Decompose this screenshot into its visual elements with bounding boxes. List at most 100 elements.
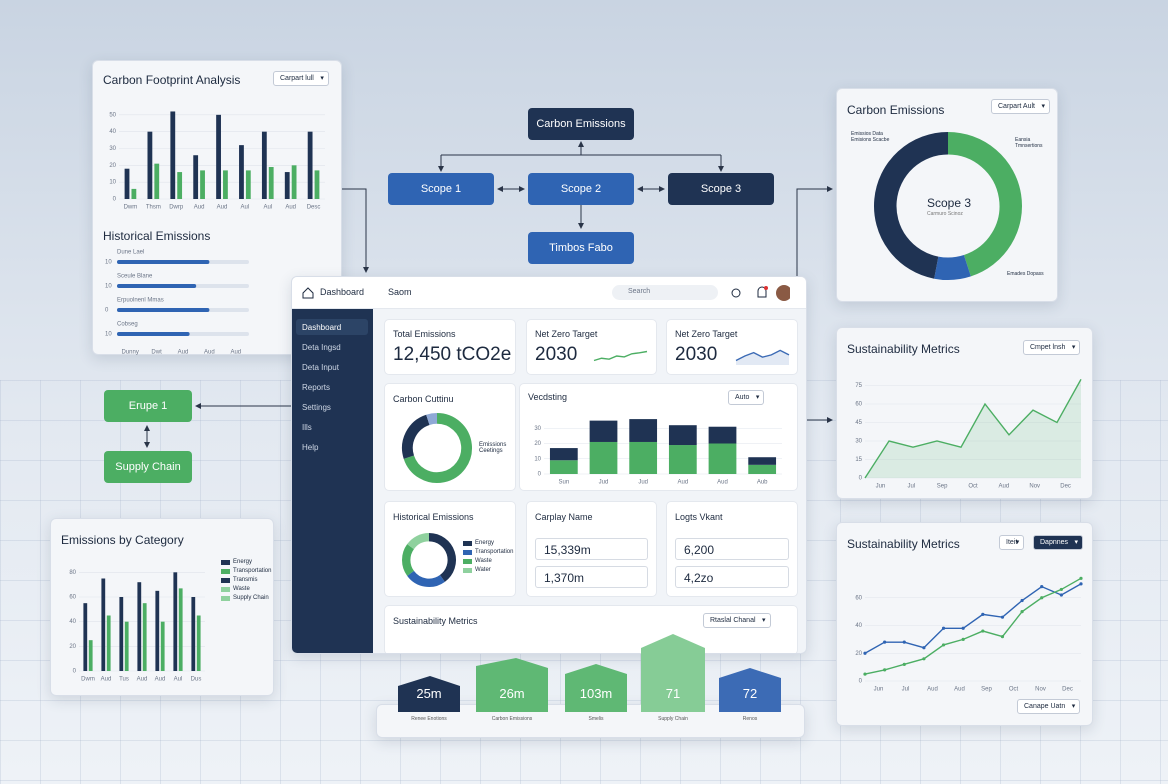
legend-swatch bbox=[463, 540, 472, 546]
nav-item[interactable]: Dashboard bbox=[302, 323, 342, 332]
nav-item[interactable]: Help bbox=[302, 443, 319, 452]
bar bbox=[117, 260, 210, 264]
legend-item: Waste bbox=[221, 586, 271, 592]
dropdown[interactable]: Rtaslal Chanal bbox=[703, 613, 771, 628]
card-title: Historical Emissions bbox=[393, 512, 474, 522]
tile-value: 72 bbox=[743, 686, 757, 701]
y-tick-label: 60 bbox=[855, 595, 862, 601]
legend-item: Transportation bbox=[463, 549, 513, 555]
bar bbox=[170, 111, 176, 199]
x-tick-label: Sep bbox=[937, 484, 948, 490]
search-box[interactable]: Search bbox=[612, 285, 718, 300]
y-tick-label: 75 bbox=[855, 383, 862, 389]
sidebar: Dashboard Deta Ingsd Deta Input Reports … bbox=[292, 309, 373, 653]
row-tick: 10 bbox=[105, 284, 112, 290]
button[interactable]: Iteit bbox=[999, 535, 1025, 550]
point bbox=[883, 640, 887, 644]
x-tick-label: Thsm bbox=[146, 205, 161, 211]
legend-swatch bbox=[463, 567, 472, 573]
y-tick-label: 45 bbox=[855, 420, 862, 426]
legend-swatch bbox=[221, 577, 230, 583]
legend: Emissions Ceetings bbox=[479, 442, 507, 454]
bar-chart: 0 20 40 60 80 Dwm Aud Tus Aud Aud Aul Dus bbox=[69, 570, 205, 683]
x-tick-label: Aud bbox=[178, 350, 189, 356]
x-tick-label: Dwm bbox=[81, 677, 95, 683]
dropdown[interactable]: Carpart lull bbox=[273, 71, 329, 86]
legend-item: Waste bbox=[463, 558, 513, 564]
home-icon bbox=[302, 287, 314, 299]
bar-segment bbox=[589, 441, 618, 474]
metrics-card: Sustainability Metrics Rtaslal Chanal bbox=[384, 605, 798, 653]
x-tick-label: Dus bbox=[191, 677, 202, 683]
dropdown[interactable]: Carpart Ault bbox=[991, 99, 1050, 114]
row-label: Cobseg bbox=[117, 322, 138, 328]
y-tick-label: 20 bbox=[69, 644, 76, 650]
tile-label: Supply Chain bbox=[658, 716, 688, 722]
donut-slice bbox=[403, 413, 472, 483]
x-tick-label: Aud bbox=[285, 205, 296, 211]
legend-swatch bbox=[463, 558, 472, 564]
dropdown[interactable]: Canape Uatn bbox=[1017, 699, 1081, 714]
hbar-chart: Dune Lael 10 Sceule Blane 10 Erpuolnenl Mmas… bbox=[105, 250, 249, 356]
nav-item[interactable]: Settings bbox=[302, 403, 331, 412]
x-tick-label: Aud bbox=[677, 480, 688, 486]
x-tick-label: Sep bbox=[981, 687, 992, 693]
y-tick-label: 0 bbox=[859, 476, 863, 482]
field[interactable]: 1,370m bbox=[535, 566, 648, 588]
field[interactable]: 4,2zo bbox=[675, 566, 789, 588]
bar bbox=[177, 172, 183, 199]
kpi-label: Net Zero Target bbox=[675, 329, 738, 339]
area-fill bbox=[865, 379, 1081, 478]
card-title: Vecdsting bbox=[528, 392, 568, 402]
dropdown[interactable]: Auto bbox=[728, 390, 765, 405]
bar-segment bbox=[549, 448, 578, 461]
point bbox=[941, 626, 946, 630]
field[interactable]: 15,339m bbox=[535, 538, 648, 560]
search-placeholder: Search bbox=[628, 288, 651, 295]
point bbox=[1000, 635, 1005, 639]
bar bbox=[106, 615, 111, 671]
x-tick-label: Jud bbox=[638, 480, 648, 486]
tile-label: Smelis bbox=[588, 716, 604, 722]
kpi-value: 2030 bbox=[675, 344, 718, 365]
arrows bbox=[144, 141, 833, 448]
y-tick-label: 0 bbox=[73, 669, 77, 675]
bar bbox=[101, 578, 106, 671]
point bbox=[1059, 587, 1063, 592]
bar bbox=[173, 572, 178, 671]
tile: 25m Renee Enotions bbox=[398, 676, 460, 722]
x-tick-label: Jun bbox=[874, 687, 884, 693]
donut-slice bbox=[402, 414, 430, 459]
nav-item[interactable]: Deta Ingsd bbox=[302, 343, 341, 352]
field[interactable]: 6,200 bbox=[675, 538, 789, 560]
x-tick-label: Aud bbox=[194, 205, 205, 211]
panel-title: Emissions by Category bbox=[61, 533, 184, 547]
legend-text: Transportation bbox=[233, 568, 272, 574]
y-tick-label: 0 bbox=[538, 472, 542, 478]
bar-segment bbox=[748, 464, 777, 474]
point bbox=[863, 672, 867, 676]
panel-title: Sustainability Metrics bbox=[847, 342, 960, 356]
y-tick-label: 30 bbox=[855, 439, 862, 445]
y-tick-label: 50 bbox=[109, 112, 116, 118]
kpi-value: 12,450 tCO2e bbox=[393, 344, 512, 365]
area-chart: 0 15 30 45 60 75 Jun Jul Sep Oct Aud Nov Dec bbox=[855, 378, 1082, 490]
legend: Energy Transportation Transmis Waste Supply … bbox=[221, 559, 271, 604]
bar bbox=[216, 114, 221, 199]
y-tick-label: 10 bbox=[109, 180, 116, 186]
sparkline bbox=[735, 349, 790, 365]
tile-value: 103m bbox=[580, 686, 613, 701]
dropdown[interactable]: Cmpet lnsh bbox=[1023, 340, 1081, 355]
nav-item[interactable]: Ills bbox=[302, 423, 312, 432]
line bbox=[593, 350, 648, 362]
button[interactable]: Dapnnes bbox=[1033, 535, 1084, 550]
kpi-label: Net Zero Target bbox=[535, 329, 598, 339]
point bbox=[1079, 576, 1083, 580]
tile-value: 71 bbox=[666, 686, 680, 701]
x-tick-label: Sun bbox=[558, 480, 569, 486]
nav-item[interactable]: Deta Input bbox=[302, 363, 339, 372]
nav-item[interactable]: Reports bbox=[302, 383, 331, 392]
flow-node: Erupe 1 bbox=[104, 390, 192, 422]
line bbox=[735, 349, 790, 362]
point bbox=[1079, 582, 1083, 586]
